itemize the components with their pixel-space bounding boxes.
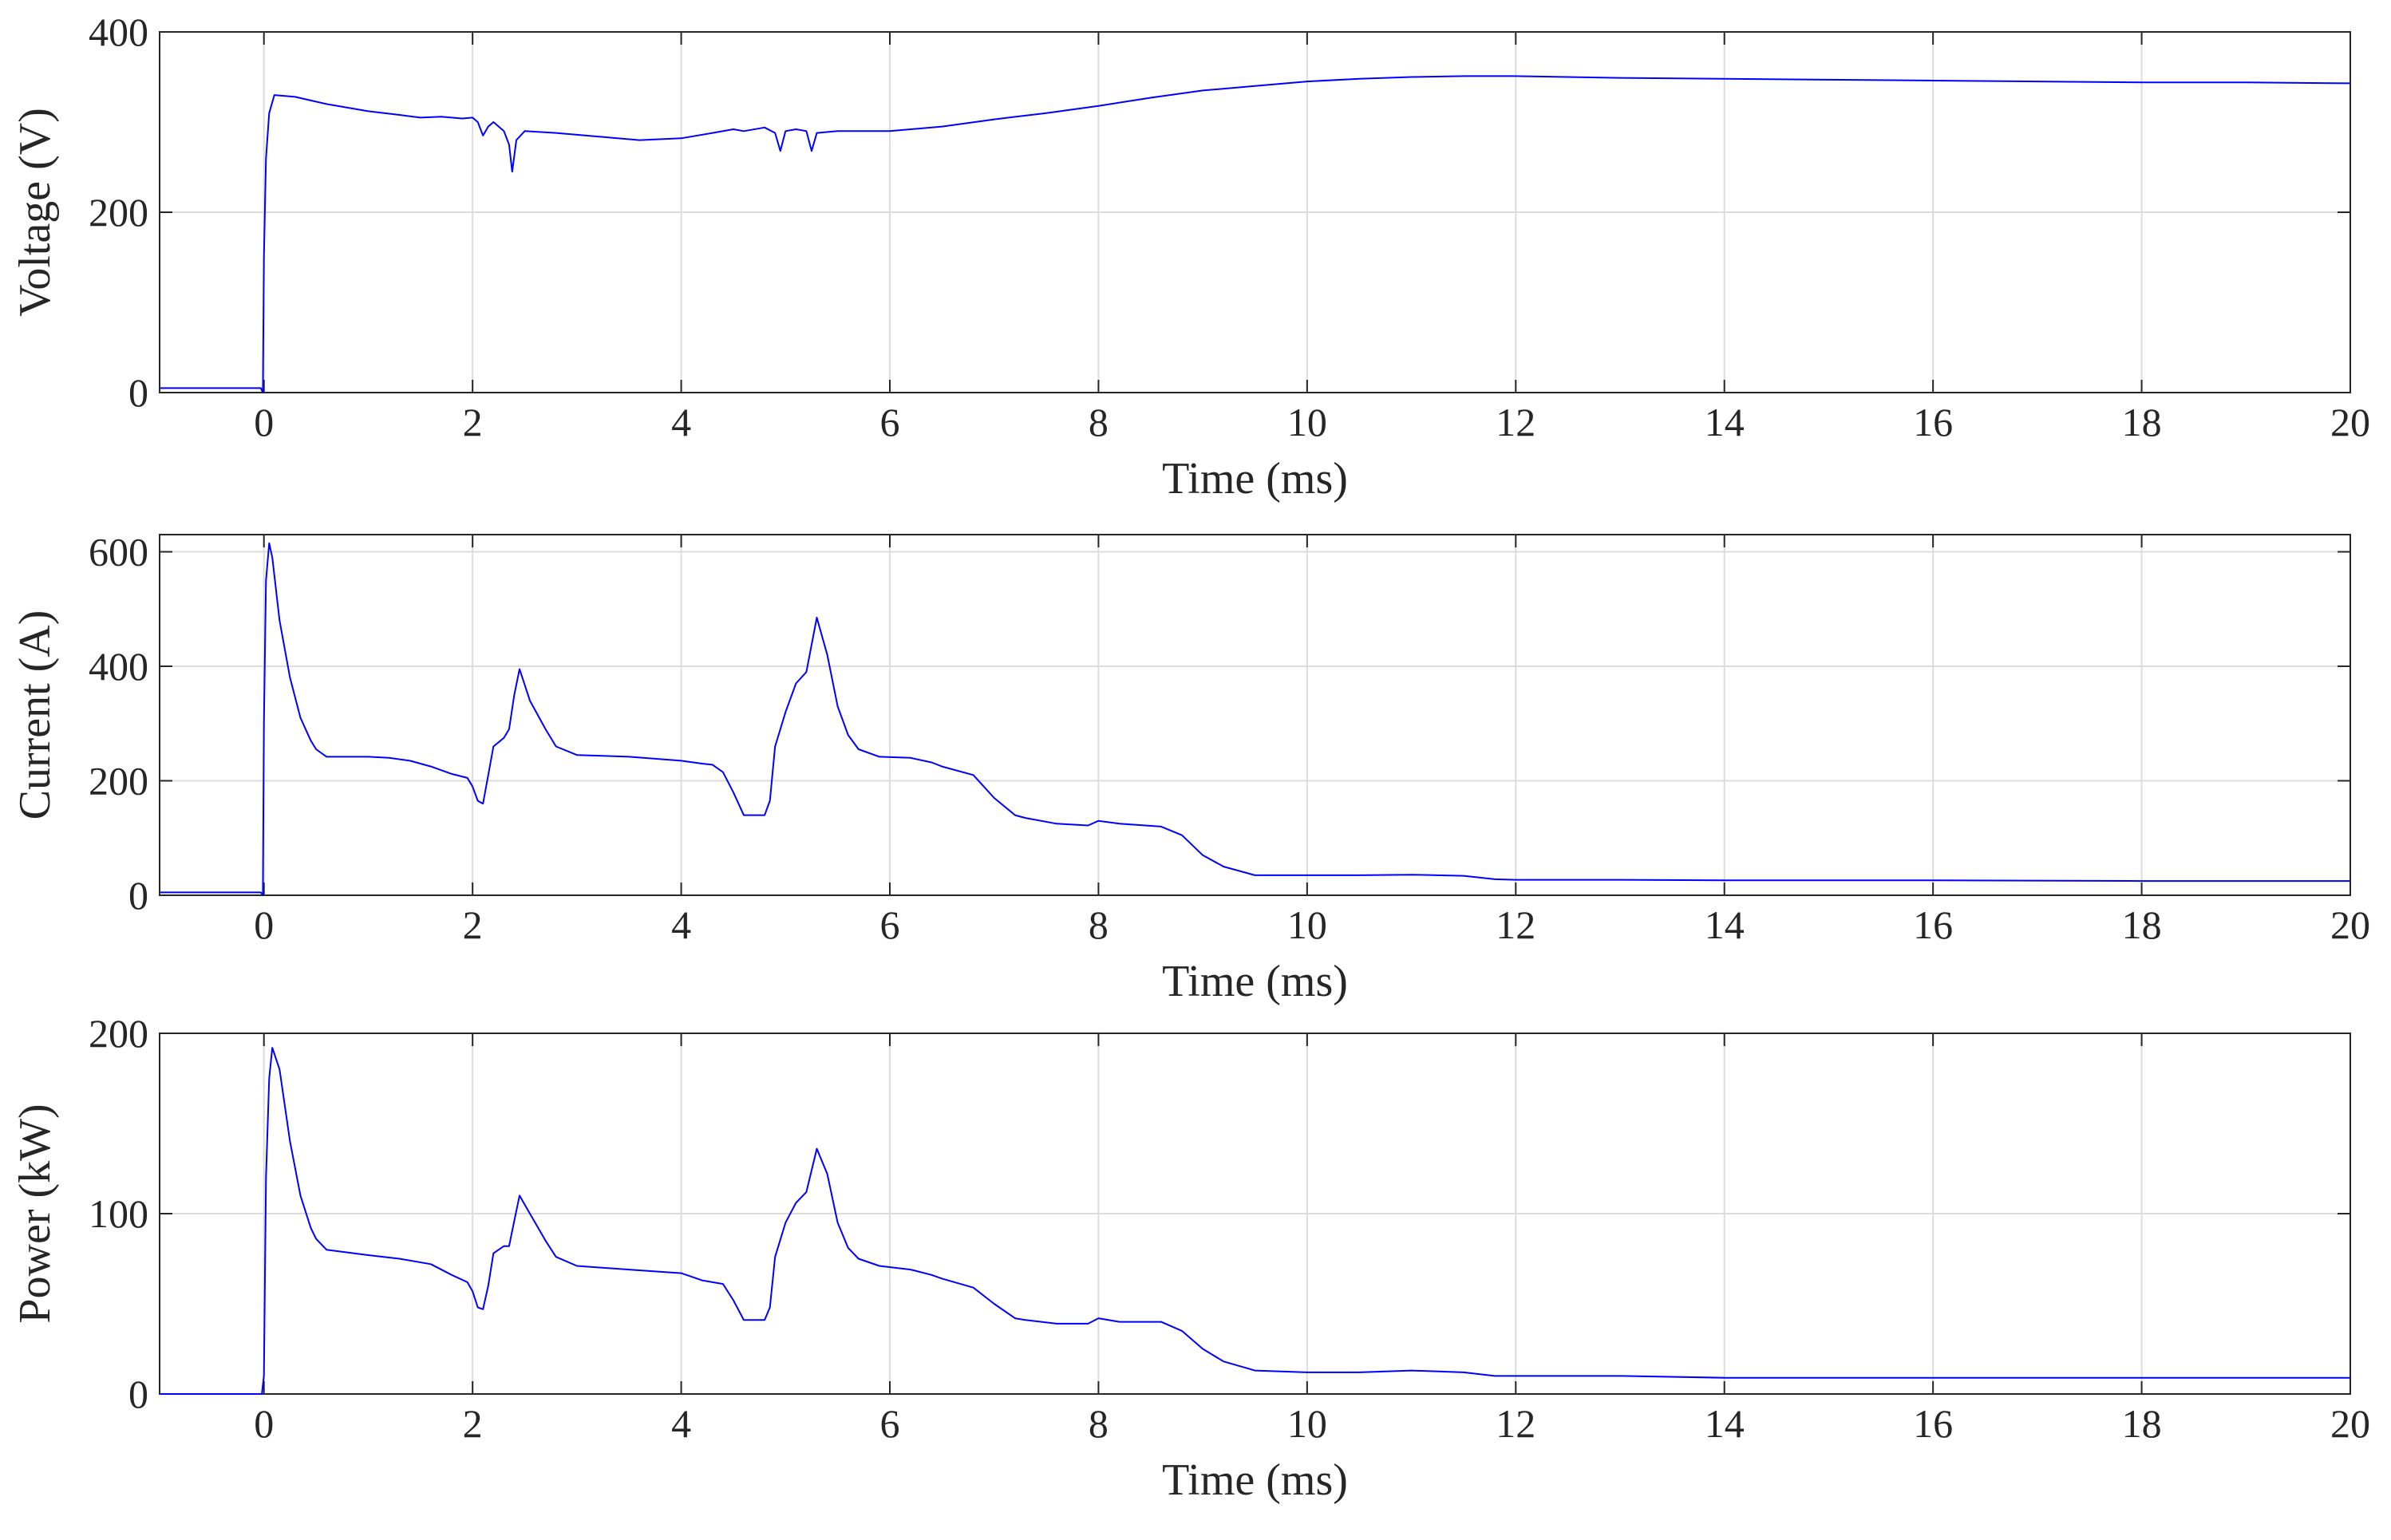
current-series-line (160, 542, 2350, 896)
voltage-plot-area (160, 75, 2351, 393)
power-plot-area (160, 1047, 2350, 1395)
power-x-tick-label: 20 (2330, 1401, 2370, 1446)
current-y-tick-label: 0 (128, 873, 148, 918)
voltage-y-tick-label: 400 (89, 10, 148, 54)
voltage-y-tick-label: 0 (128, 370, 148, 415)
power-y-axis-label: Power (kW) (10, 1104, 60, 1323)
voltage-x-tick-label: 18 (2122, 400, 2162, 444)
current-y-tick-label: 200 (89, 759, 148, 804)
current-x-tick-label: 10 (1287, 902, 1327, 947)
power-grid (160, 1033, 2350, 1394)
current-x-tick-label: 6 (880, 902, 900, 947)
power-x-tick-label: 0 (254, 1401, 274, 1446)
power-x-tick-label: 8 (1089, 1401, 1109, 1446)
current-grid (160, 535, 2350, 895)
current-x-tick-label: 4 (671, 902, 691, 947)
voltage-x-axis-label: Time (ms) (1162, 454, 1348, 503)
power-series-line (160, 1047, 2350, 1395)
current-y-tick-label: 400 (89, 644, 148, 689)
voltage-x-tick-label: 0 (254, 400, 274, 444)
power-x-tick-label: 6 (880, 1401, 900, 1446)
current-x-tick-label: 12 (1496, 902, 1535, 947)
voltage-x-tick-label: 8 (1089, 400, 1109, 444)
current-axes (159, 534, 2351, 896)
power-x-tick-label: 4 (671, 1401, 691, 1446)
power-x-tick-label: 2 (463, 1401, 483, 1446)
voltage-y-axis-label: Voltage (V) (10, 108, 60, 317)
voltage-x-tick-label: 14 (1705, 400, 1745, 444)
current-x-tick-label: 8 (1089, 902, 1109, 947)
power-x-tick-label: 14 (1705, 1401, 1745, 1446)
power-x-tick-label: 12 (1496, 1401, 1535, 1446)
voltage-x-tick-label: 2 (463, 400, 483, 444)
current-x-tick-label: 20 (2330, 902, 2370, 947)
current-plot-area (160, 542, 2350, 896)
voltage-x-tick-label: 16 (1913, 400, 1953, 444)
power-y-tick-label: 0 (128, 1372, 148, 1416)
current-x-tick-label: 16 (1913, 902, 1953, 947)
current-x-tick-label: 2 (463, 902, 483, 947)
power-x-tick-label: 16 (1913, 1401, 1953, 1446)
voltage-x-tick-label: 6 (880, 400, 900, 444)
current-x-axis-label: Time (ms) (1162, 957, 1348, 1006)
power-y-tick-label: 200 (89, 1011, 148, 1056)
current-x-tick-label: 14 (1705, 902, 1745, 947)
voltage-x-tick-label: 20 (2330, 400, 2370, 444)
voltage-x-tick-label: 4 (671, 400, 691, 444)
voltage-y-tick-label: 200 (89, 190, 148, 235)
current-x-tick-label: 18 (2122, 902, 2162, 947)
voltage-x-tick-label: 10 (1287, 400, 1327, 444)
current-y-axis-label: Current (A) (10, 610, 60, 820)
voltage-x-tick-label: 12 (1496, 400, 1535, 444)
current-y-tick-label: 600 (89, 530, 148, 575)
power-y-tick-label: 100 (89, 1191, 148, 1236)
voltage-series-line (160, 75, 2351, 393)
power-x-tick-label: 10 (1287, 1401, 1327, 1446)
current-x-tick-label: 0 (254, 902, 274, 947)
power-x-tick-label: 18 (2122, 1401, 2162, 1446)
power-x-axis-label: Time (ms) (1162, 1455, 1348, 1505)
